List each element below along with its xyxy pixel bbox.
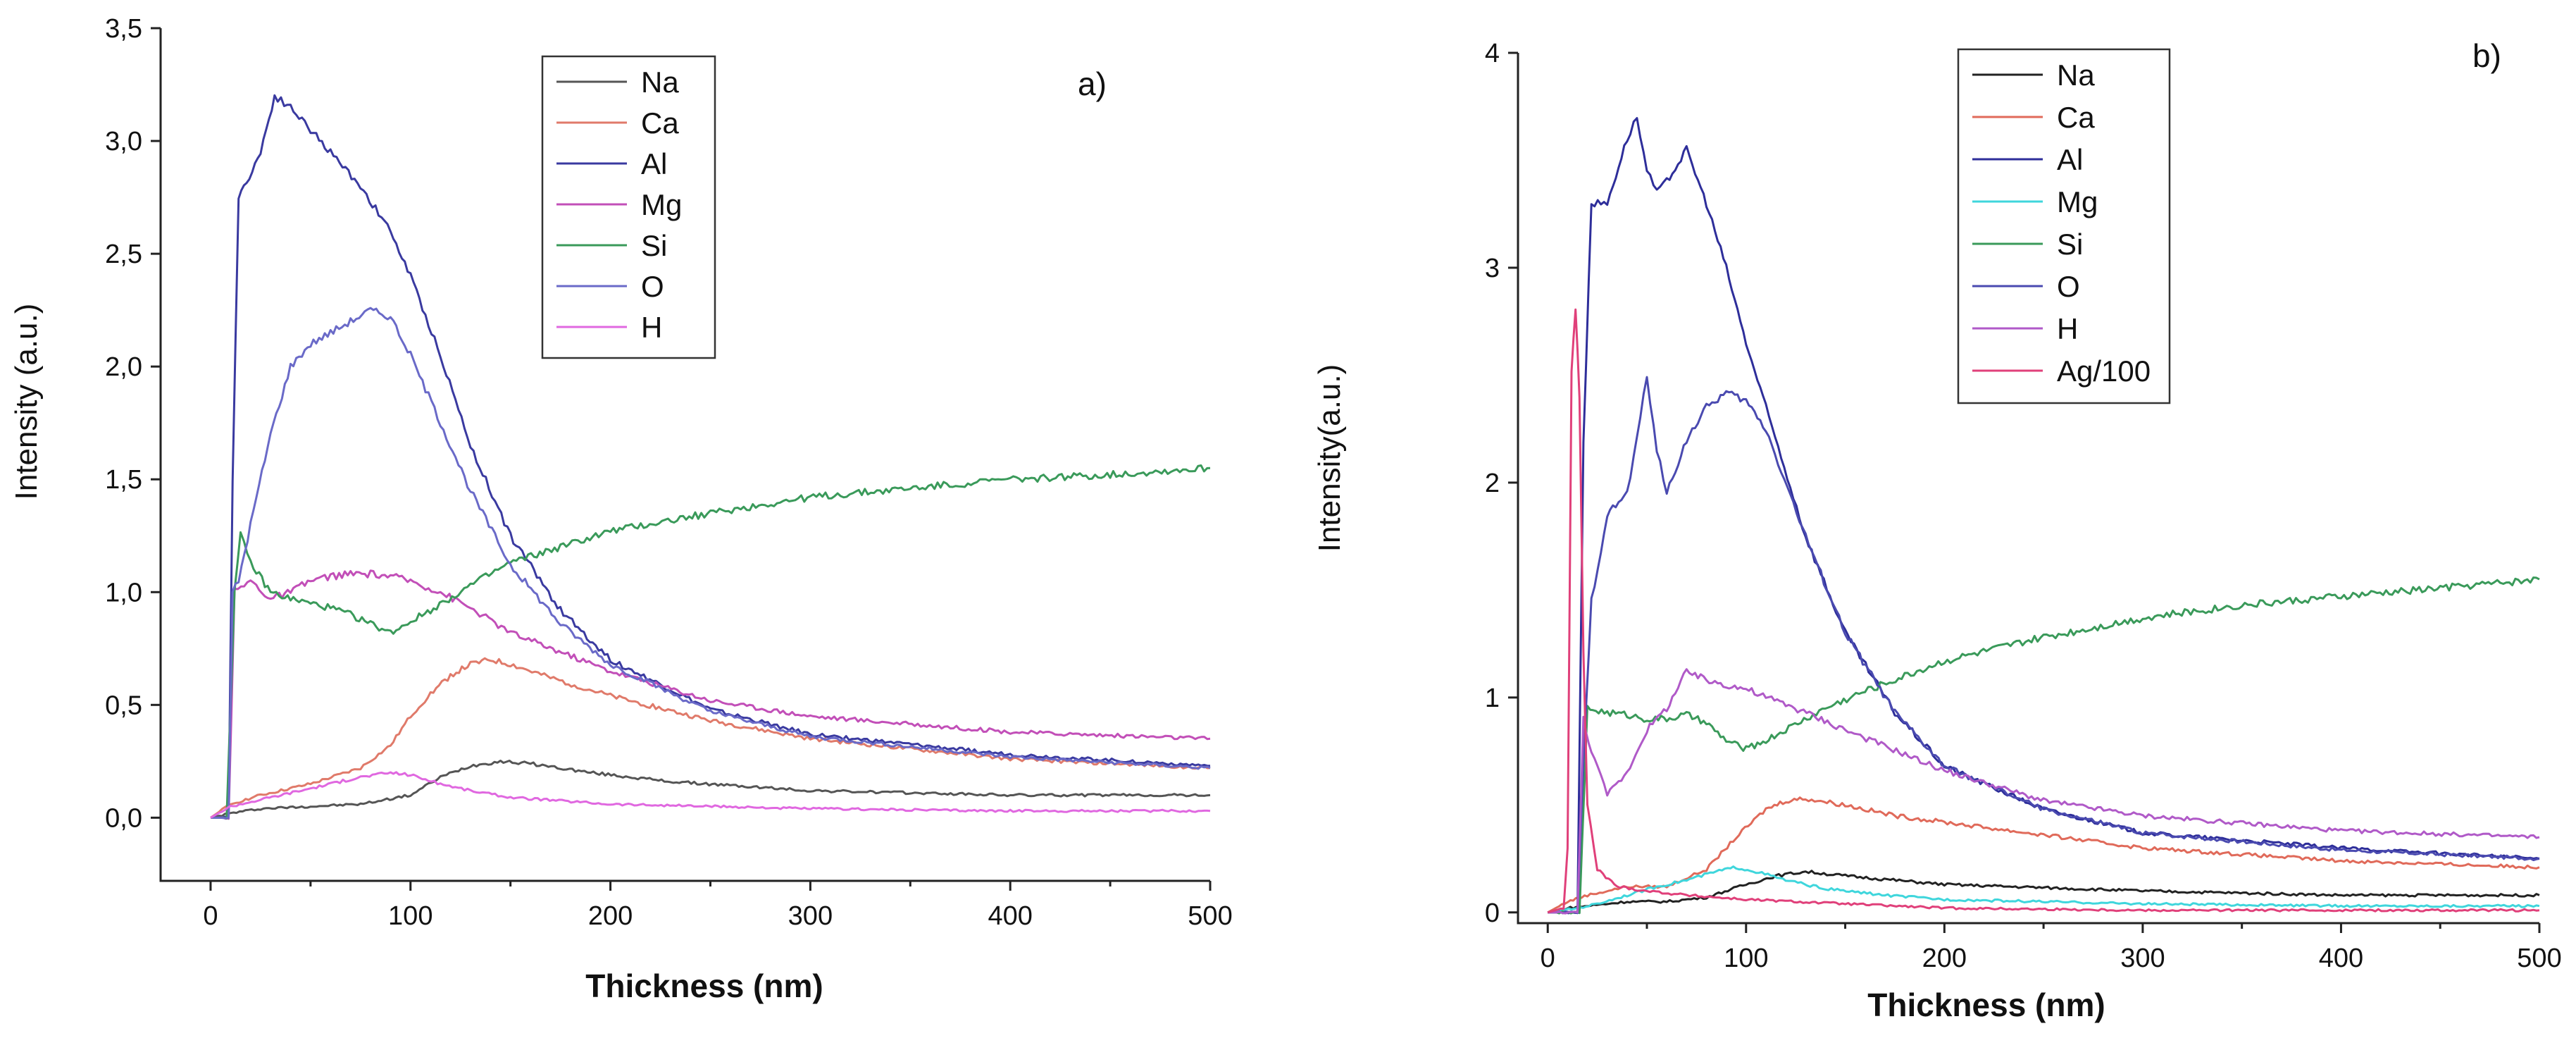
x-tick-label: 100: [388, 901, 433, 931]
axis-frame: [159, 28, 1210, 882]
x-tick-label: 0: [1541, 944, 1555, 973]
x-axis-label: Thickness (nm): [1867, 987, 2105, 1023]
y-tick-label: 2: [1485, 469, 1500, 498]
x-tick-label: 400: [2319, 944, 2363, 973]
x-tick-label: 300: [788, 901, 833, 931]
y-tick-label: 0: [1485, 898, 1500, 928]
legend-label: Mg: [641, 188, 682, 221]
series-line-si: [1548, 576, 2540, 915]
y-tick-label: 3,5: [105, 14, 142, 44]
y-tick-label: 2,5: [105, 240, 142, 269]
legend: Na Ca Al Mg Si OH: [541, 55, 716, 359]
series-line-na: [210, 760, 1211, 819]
y-tick-label: 4: [1485, 39, 1500, 68]
x-tick-label: 500: [1188, 901, 1232, 931]
series-line-si: [211, 464, 1211, 820]
legend-label: H: [2057, 312, 2078, 345]
legend-label: Al: [641, 147, 667, 180]
legend-label: O: [641, 270, 664, 303]
y-tick-label: 1,0: [105, 578, 142, 607]
legend-label: Si: [2057, 228, 2083, 261]
panel-label-a: a): [1078, 66, 1107, 102]
x-tick-label: 500: [2517, 944, 2561, 973]
series-line-na: [1547, 870, 2540, 914]
legend-box: [541, 55, 716, 359]
y-tick-label: 3: [1485, 254, 1500, 283]
legend-label: Ca: [641, 106, 679, 140]
legend-label: Na: [641, 66, 679, 99]
x-tick-label: 300: [2120, 944, 2165, 973]
y-tick-label: 3,0: [105, 127, 142, 156]
series-line-h: [1548, 668, 2540, 915]
x-tick-label: 200: [588, 901, 633, 931]
y-axis-label: Intensity (a.u.): [9, 304, 44, 500]
series-line-ca: [210, 657, 1211, 819]
legend-label: Al: [2057, 143, 2083, 176]
series-line-al: [211, 94, 1211, 820]
axis-frame: [1517, 53, 2539, 925]
y-tick-label: 1: [1485, 684, 1500, 713]
x-tick-label: 200: [1922, 944, 1967, 973]
series-line-o: [1548, 376, 2540, 915]
x-axis-label: Thickness (nm): [585, 968, 823, 1004]
legend-box: [1957, 48, 2171, 404]
chart-panel-b: Intensity(a.u.) Thickness (nm) b) 0 100 20…: [1312, 37, 2562, 1023]
legend-label: Mg: [2057, 185, 2098, 218]
legend: Na Ca Al Mg Si OH Ag/100: [1957, 48, 2171, 404]
series-line-o: [211, 307, 1211, 820]
x-tick-label: 0: [203, 901, 218, 931]
panel-label-b: b): [2472, 37, 2501, 74]
legend-label: Na: [2057, 58, 2095, 92]
legend-label: Si: [641, 229, 667, 262]
legend-label: Ca: [2057, 101, 2095, 134]
y-tick-label: 0,0: [105, 803, 142, 833]
legend-label: Ag/100: [2057, 354, 2151, 388]
series-line-mg: [1547, 865, 2540, 914]
x-tick-label: 100: [1724, 944, 1768, 973]
series-line-ag-100: [1547, 308, 2540, 914]
legend-label: O: [2057, 270, 2080, 303]
y-tick-label: 0,5: [105, 691, 142, 720]
legend-label: H: [641, 311, 662, 344]
series-line-ca: [1547, 796, 2540, 914]
y-tick-label: 1,5: [105, 465, 142, 495]
series-line-mg: [211, 569, 1211, 820]
x-tick-label: 400: [988, 901, 1032, 931]
y-tick-label: 2,0: [105, 352, 142, 382]
series-line-h: [210, 771, 1211, 819]
y-axis-label: Intensity(a.u.): [1312, 364, 1347, 552]
chart-panel-a: Intensity (a.u.) Thickness (nm) a) 0 100 2…: [9, 14, 1233, 1004]
